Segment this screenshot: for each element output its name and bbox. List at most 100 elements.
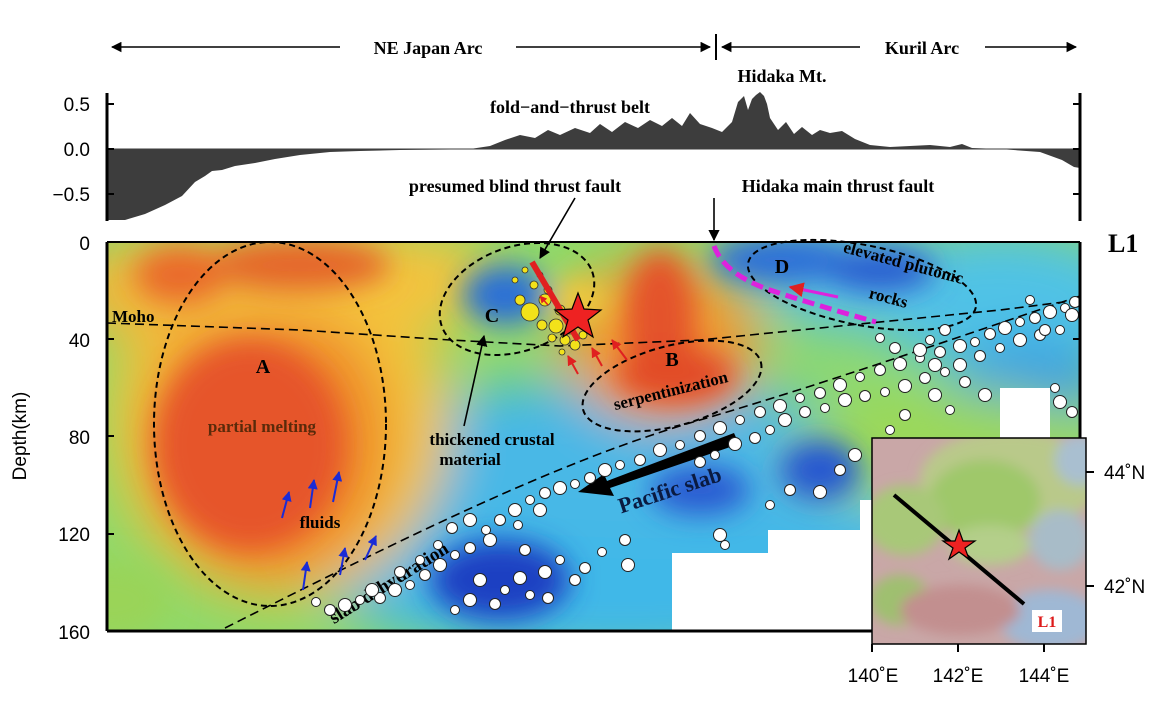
hypocenter bbox=[542, 592, 554, 604]
inset-map: L1 44˚N 42˚N 140˚E 142˚E 144˚E bbox=[848, 437, 1145, 687]
hypocenter bbox=[984, 328, 996, 340]
hypocenter bbox=[945, 405, 955, 415]
hypocenter bbox=[621, 558, 635, 572]
profile-label: L1 bbox=[1108, 229, 1138, 258]
hypocenter-cluster bbox=[311, 295, 1081, 616]
hypocenter bbox=[1055, 325, 1065, 335]
hypocenter bbox=[848, 448, 862, 462]
hypocenter bbox=[1039, 324, 1051, 336]
region-c-letter: C bbox=[485, 305, 499, 327]
hypocenter bbox=[885, 425, 895, 435]
inset-lon-144: 144˚E bbox=[1019, 666, 1070, 687]
hypocenter bbox=[450, 550, 460, 560]
hypocenter bbox=[500, 585, 510, 595]
topography-below-sea bbox=[107, 149, 1080, 220]
hypocenter bbox=[463, 513, 477, 527]
hypocenter bbox=[795, 393, 805, 403]
hypocenter bbox=[1066, 406, 1078, 418]
hypocenter bbox=[481, 525, 491, 535]
mainshock-star bbox=[553, 291, 603, 339]
hypocenter bbox=[489, 598, 501, 610]
topo-tick-2: −0.5 bbox=[52, 185, 90, 206]
hypocenter bbox=[773, 399, 787, 413]
hypocenter bbox=[394, 566, 406, 578]
hypocenter bbox=[508, 503, 522, 517]
inset-lat-44: 44˚N bbox=[1104, 463, 1145, 484]
fault-fluid-arrows bbox=[567, 339, 628, 375]
hypocenter bbox=[799, 406, 811, 418]
hypocenter bbox=[570, 479, 580, 489]
hypocenter bbox=[1043, 305, 1057, 319]
hypocenter bbox=[494, 514, 506, 526]
hypocenter bbox=[720, 540, 730, 550]
inset-lon-142: 142˚E bbox=[933, 666, 984, 687]
hypocenter bbox=[833, 378, 847, 392]
hypocenter bbox=[959, 376, 971, 388]
hypocenter bbox=[778, 413, 792, 427]
fluid-arrows bbox=[281, 471, 377, 591]
hypocenter bbox=[859, 390, 871, 402]
hypocenter bbox=[978, 388, 992, 402]
hypocenter bbox=[405, 580, 415, 590]
hypocenter bbox=[525, 590, 535, 600]
topo-tick-0: 0.5 bbox=[64, 95, 90, 116]
region-d-ellipse bbox=[746, 238, 978, 332]
fluids-label: fluids bbox=[300, 513, 341, 532]
region-d-letter: D bbox=[775, 256, 789, 278]
hypocenter bbox=[834, 464, 846, 476]
inset-profile-tag: L1 bbox=[1038, 614, 1057, 631]
hypocenter bbox=[928, 358, 942, 372]
hypocenter bbox=[1065, 308, 1079, 322]
hypocenter bbox=[893, 357, 907, 371]
hypocenter bbox=[889, 342, 901, 354]
hypocenter bbox=[899, 409, 911, 421]
hypocenter bbox=[838, 393, 852, 407]
hypocenter bbox=[710, 450, 720, 460]
hypocenter bbox=[584, 472, 596, 484]
hypocenter bbox=[615, 460, 625, 470]
hypocenter bbox=[939, 324, 951, 336]
hypocenter bbox=[675, 440, 685, 450]
hypocenter bbox=[433, 540, 443, 550]
velocity-section: Moho A partial melting fluids C B serpen… bbox=[10, 197, 1138, 644]
hypocenter bbox=[374, 592, 386, 604]
hidaka-main-thrust bbox=[711, 245, 877, 325]
hypocenter bbox=[728, 437, 742, 451]
hypocenter bbox=[953, 358, 967, 372]
hypocenter bbox=[388, 583, 402, 597]
hypocenter bbox=[569, 574, 581, 586]
hypocenter bbox=[928, 388, 942, 402]
depth-tick-80: 80 bbox=[69, 428, 90, 449]
hypocenter bbox=[813, 485, 827, 499]
hypocenter bbox=[925, 335, 935, 345]
hypocenter bbox=[1013, 333, 1027, 347]
hypocenter bbox=[874, 364, 886, 376]
hypocenter bbox=[1015, 317, 1025, 327]
hypocenter bbox=[355, 595, 365, 605]
topography-panel: 0.5 0.0 −0.5 fold−and−thrust belt presum… bbox=[52, 92, 1082, 221]
slab-motion-arrow bbox=[578, 433, 739, 496]
hypocenter bbox=[415, 555, 425, 565]
hypocenter bbox=[765, 425, 775, 435]
hypocenter bbox=[875, 333, 885, 343]
hidaka-mt-label: Hidaka Mt. bbox=[737, 66, 826, 86]
hypocenter bbox=[1050, 383, 1060, 393]
hypocenter bbox=[919, 372, 931, 384]
slab-boundary bbox=[224, 295, 1081, 629]
depth-tick-160: 160 bbox=[58, 623, 90, 644]
thickened-crustal-label: thickened crustal bbox=[429, 430, 554, 449]
inset-epicenter-star bbox=[941, 528, 977, 561]
depth-tick-120: 120 bbox=[58, 525, 90, 546]
hypocenter bbox=[784, 484, 796, 496]
hypocenter bbox=[555, 555, 565, 565]
hypocenter bbox=[513, 571, 527, 585]
hypocenter bbox=[598, 463, 612, 477]
hypocenter bbox=[974, 350, 986, 362]
region-b-ellipse bbox=[581, 339, 763, 433]
hypocenter bbox=[446, 522, 458, 534]
moho-line bbox=[106, 299, 1081, 347]
ne-japan-arc-label: NE Japan Arc bbox=[374, 38, 483, 58]
region-b-letter: B bbox=[665, 349, 678, 371]
depth-tick-40: 40 bbox=[69, 331, 90, 352]
hypocenter bbox=[713, 528, 727, 542]
